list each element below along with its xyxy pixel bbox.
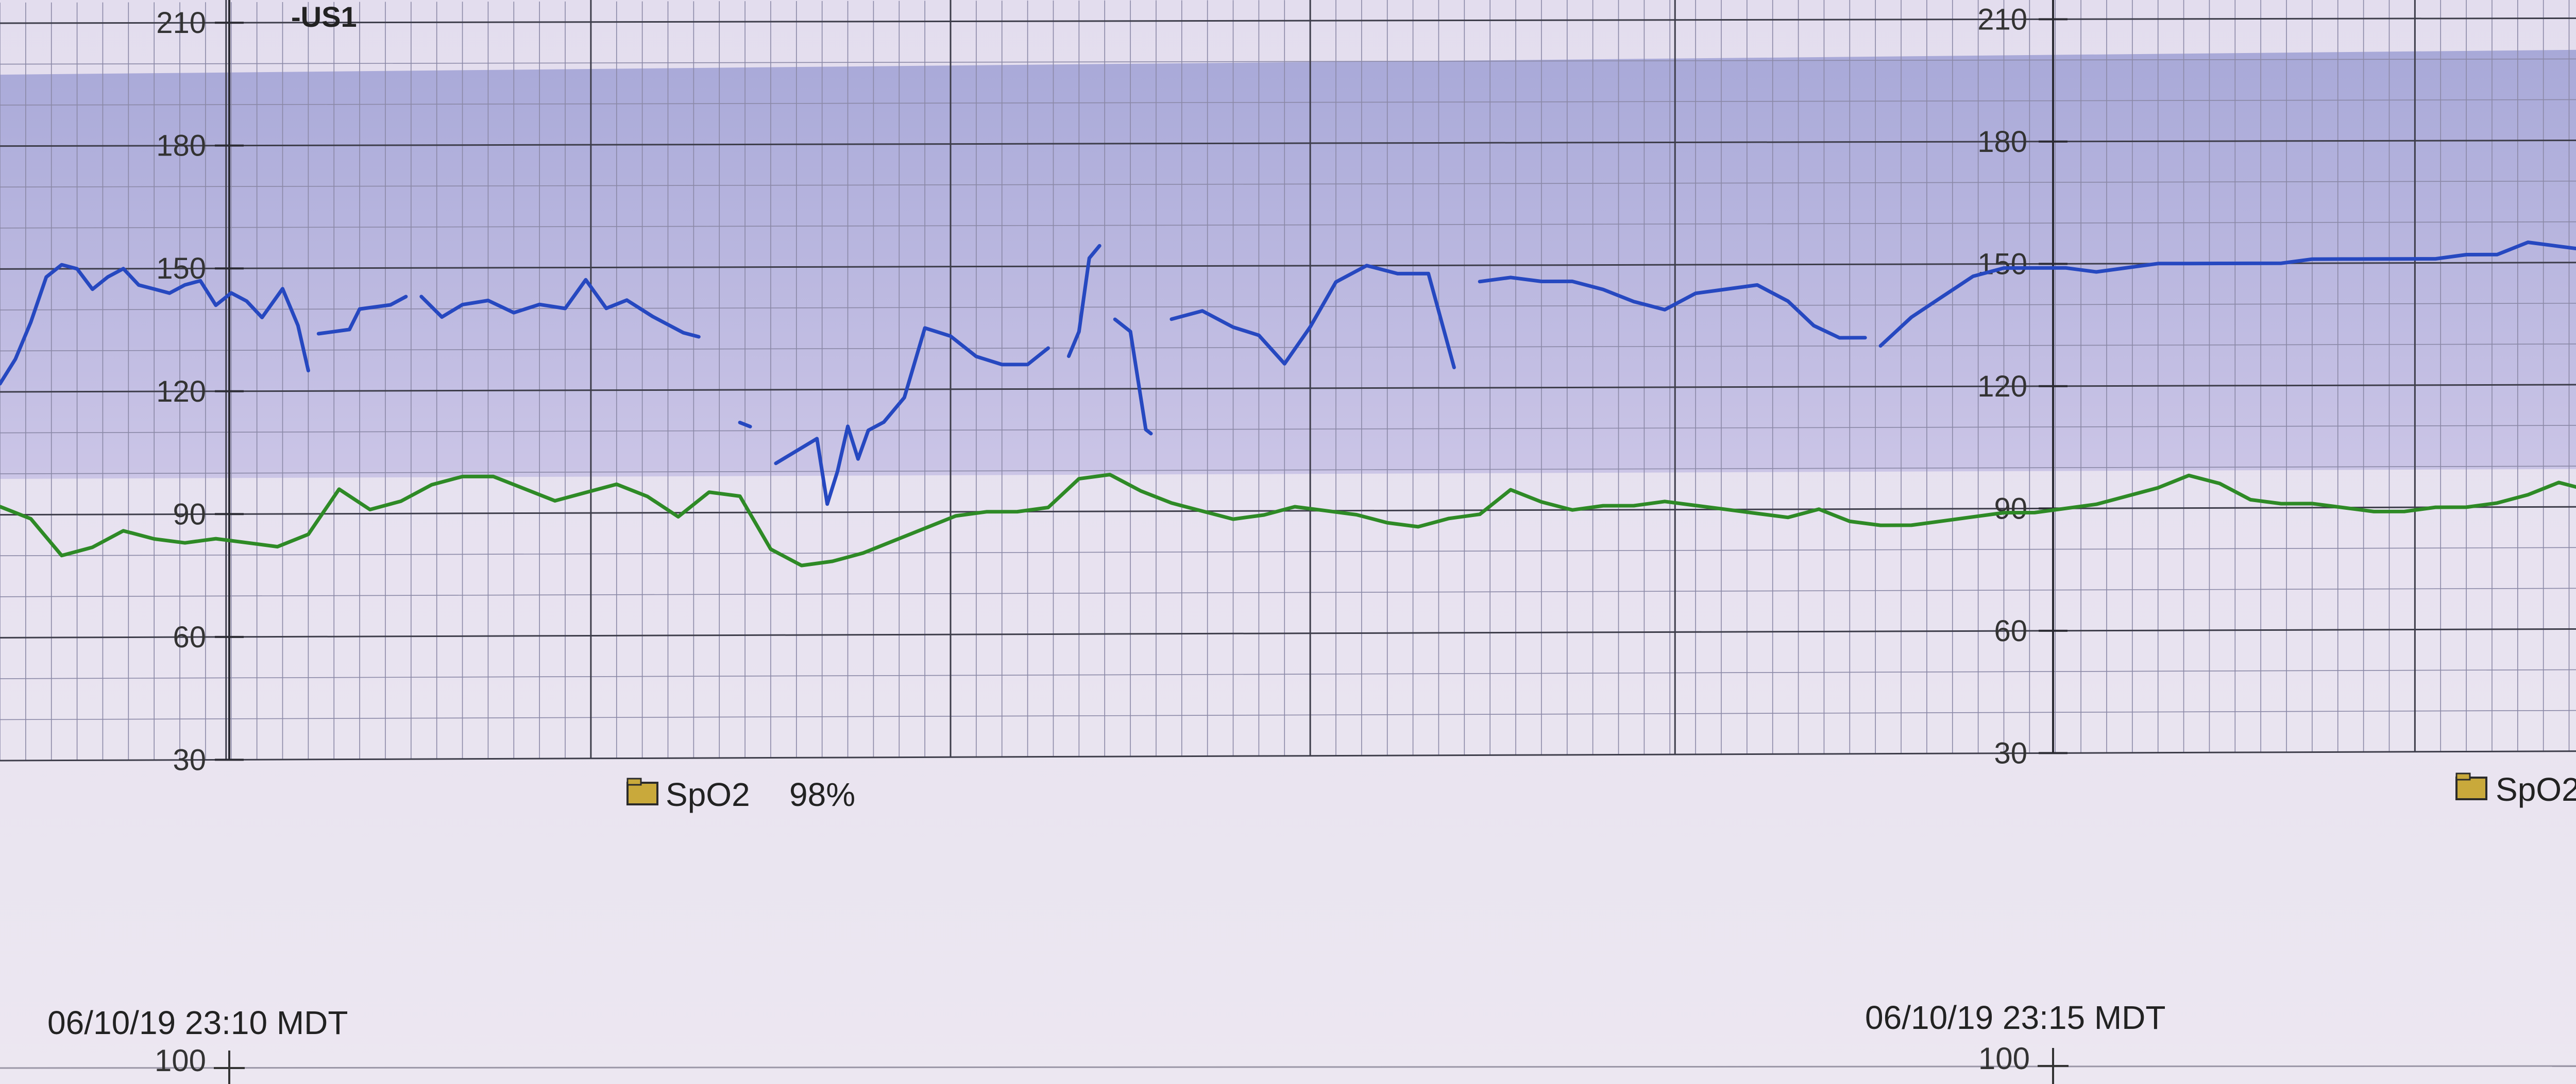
series-0-segment xyxy=(1113,317,1153,436)
y-tick-label: 210 xyxy=(1977,3,2027,36)
bottom-axis-strip: 100 100 xyxy=(0,1041,2576,1084)
bottom-tick-left: 100 xyxy=(155,1043,206,1078)
series-0-segment xyxy=(0,263,310,386)
series-0-segment xyxy=(774,326,1050,506)
y-tick-label: 120 xyxy=(156,375,206,408)
series-0-segment xyxy=(1170,264,1456,369)
major-gridline xyxy=(0,384,2576,393)
major-gridline xyxy=(0,17,2576,24)
y-tick-label: 30 xyxy=(1994,736,2027,770)
series-1-segment xyxy=(0,473,2576,567)
spo2-label-right: SpO2 xyxy=(2496,771,2576,808)
time-label-right: 06/10/19 23:15 MDT xyxy=(1865,999,2165,1036)
major-gridline xyxy=(0,628,2576,639)
series-layer xyxy=(0,240,2576,567)
y-tick-label: 90 xyxy=(173,497,206,531)
y-tick-label: 30 xyxy=(173,743,206,777)
normal-range-band xyxy=(0,49,2576,479)
spo2-marker-left: SpO2 98% xyxy=(626,776,855,813)
y-tick-label: 60 xyxy=(1994,614,2027,648)
y-tick-label: 60 xyxy=(173,621,206,654)
y-tick-label: 90 xyxy=(1994,492,2027,525)
folder-icon xyxy=(626,778,658,805)
major-gridline xyxy=(0,140,2576,147)
folder-icon xyxy=(2455,772,2487,800)
y-tick-label: 180 xyxy=(1977,125,2027,159)
spo2-marker-right: SpO2 97 xyxy=(2455,771,2576,808)
series-0-segment xyxy=(1478,276,1867,340)
bottom-tick-right: 100 xyxy=(1978,1041,2030,1076)
spo2-label-left: SpO2 xyxy=(666,776,750,813)
major-gridline xyxy=(0,750,2576,762)
time-label-left: 06/10/19 23:10 MDT xyxy=(47,1004,348,1041)
series-0-segment xyxy=(738,421,752,428)
y-tick-label: 180 xyxy=(156,129,206,163)
series-0-segment xyxy=(1878,240,2576,348)
series-0-segment xyxy=(419,278,701,339)
channel-label: -US1 xyxy=(291,1,357,33)
series-0-segment xyxy=(1066,244,1101,358)
spo2-value-left: 98% xyxy=(789,776,855,813)
y-tick-label: 120 xyxy=(1977,370,2027,403)
y-tick-label: 150 xyxy=(1977,247,2027,281)
y-tick-label: 210 xyxy=(156,6,206,40)
series-0-segment xyxy=(316,295,408,336)
